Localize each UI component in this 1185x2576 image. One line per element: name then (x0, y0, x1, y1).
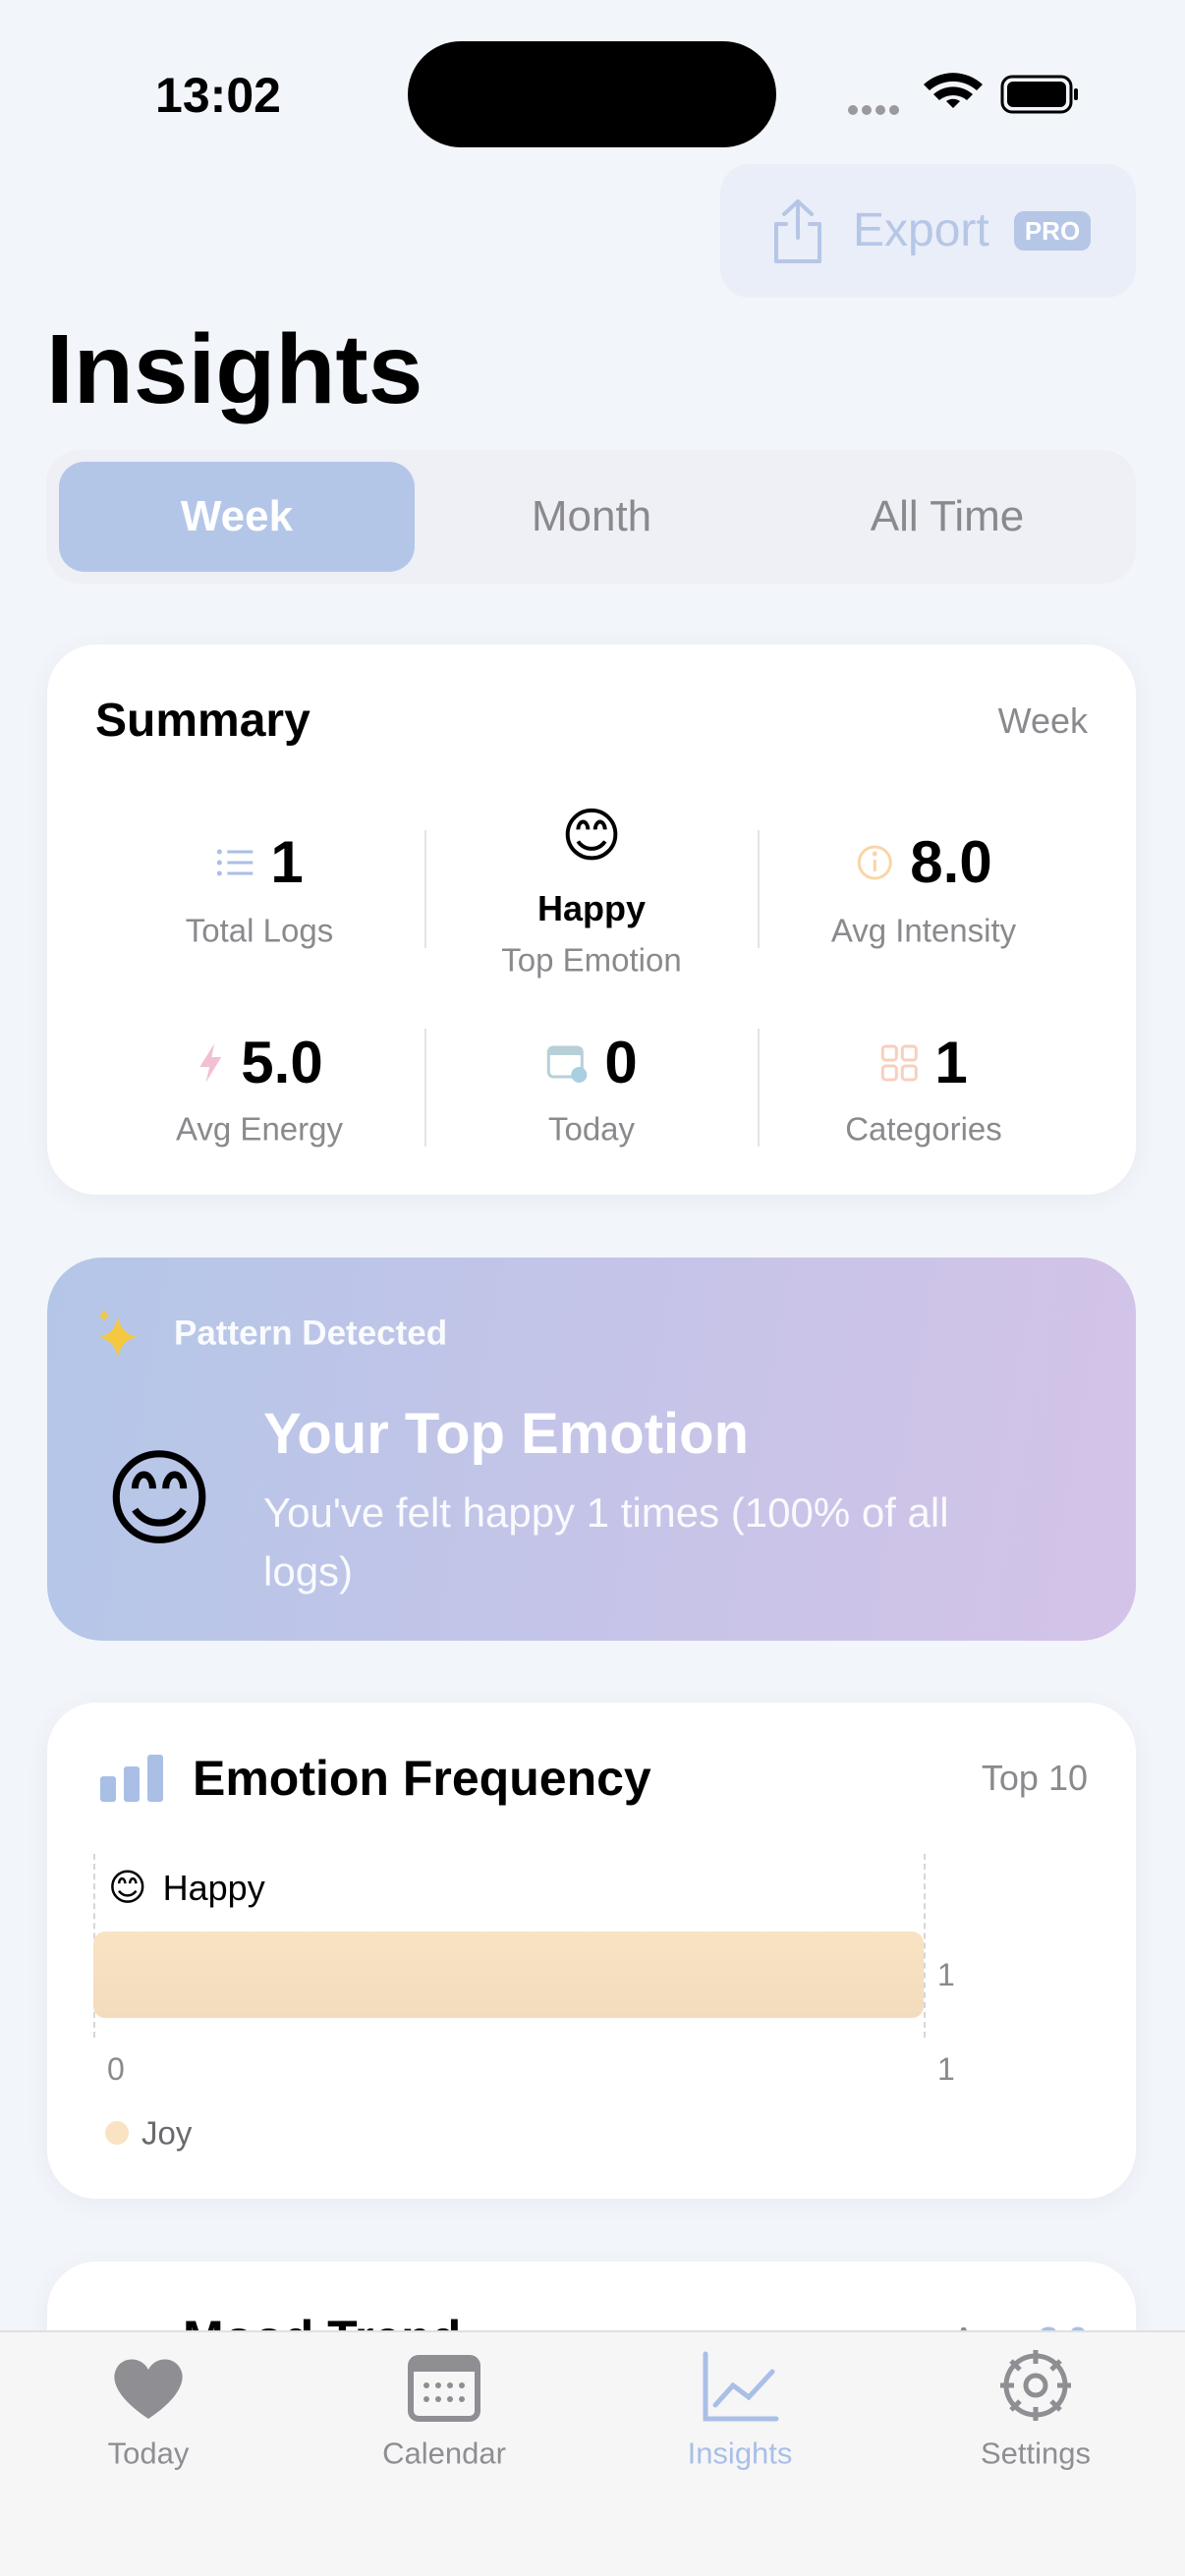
period-option[interactable]: All Time (870, 492, 1025, 540)
stat-value: Happy (536, 888, 647, 928)
period-option[interactable]: Month (531, 492, 652, 540)
tab-item[interactable]: Calendar (382, 2436, 506, 2471)
divider (424, 1029, 426, 1147)
legend-label: Joy (141, 2114, 193, 2152)
category-label: 😊 Happy (108, 1870, 265, 1907)
stat-icon (215, 846, 254, 879)
stat-icon (545, 1041, 589, 1085)
stat-value: 5.0 (241, 1030, 323, 1095)
pattern-emoji: 😊 (103, 1439, 215, 1558)
dynamic-island (408, 41, 776, 147)
grid-line (924, 1854, 926, 2038)
stat-value-group: 1 (879, 1030, 968, 1095)
category-emoji: 😊 (108, 1868, 147, 1909)
summary-title: Summary (95, 695, 310, 747)
stat-emoji: 😊 (560, 803, 623, 868)
value-label: 1 (937, 1957, 955, 1992)
pro-badge-bg (1014, 211, 1091, 251)
sparkle-icon (98, 1309, 138, 1358)
pro-badge: PRO (1024, 216, 1081, 246)
divider (758, 1029, 760, 1147)
x-tick-label: 0 (107, 2051, 125, 2087)
stat-label: Total Logs (185, 912, 334, 949)
export-label: Export (853, 204, 989, 256)
tab-bar (0, 2330, 1185, 2576)
divider (758, 830, 760, 948)
pattern-title: Your Top Emotion (263, 1402, 749, 1466)
page-title: Insights (46, 314, 423, 424)
stat-icon (879, 1043, 919, 1083)
stat-label: Avg Intensity (830, 912, 1017, 949)
pattern-text: You've felt happy 1 times (100% of all l… (263, 1489, 949, 1595)
period-option[interactable]: Week (180, 492, 294, 540)
frequency-scope: Top 10 (981, 1758, 1088, 1798)
bar (93, 1932, 924, 2018)
stat-value: 8.0 (910, 829, 992, 895)
bars-icon (100, 1755, 163, 1802)
pattern-kicker: Pattern Detected (174, 1314, 448, 1353)
calendar-icon (408, 2355, 480, 2422)
share-icon (774, 199, 821, 263)
summary-card (47, 644, 1136, 1195)
category-name: Happy (162, 1868, 265, 1908)
summary-period-text: Week (997, 700, 1088, 741)
insights-icon (703, 2351, 779, 2422)
frequency-title: Emotion Frequency (193, 1751, 651, 1806)
divider (424, 830, 426, 948)
stat-value: 1 (934, 1030, 968, 1095)
stat-value-group: 5.0 (196, 1030, 323, 1095)
period-selected-bg (59, 462, 415, 572)
legend-dot (105, 2121, 129, 2145)
status-icons (848, 73, 1078, 115)
today-icon (114, 2359, 183, 2419)
summary-period: Week (998, 703, 1088, 739)
stat-value-group: 0 (545, 1030, 638, 1095)
stat-value: 1 (270, 829, 304, 895)
stat-value-group: 8.0 (855, 829, 992, 895)
tab-item[interactable]: Insights (687, 2436, 793, 2471)
x-tick-label: 1 (937, 2051, 955, 2087)
tab-item[interactable]: Settings (980, 2436, 1092, 2471)
stat-label: Categories (845, 1110, 1002, 1148)
stat-label: Top Emotion (501, 941, 682, 979)
stat-label: Avg Energy (176, 1110, 343, 1148)
stat-icon (196, 1041, 225, 1085)
settings-icon (1000, 2350, 1071, 2421)
tab-icons (114, 2350, 1071, 2422)
stat-value-group: 1 (215, 829, 304, 895)
pattern-card (47, 1258, 1136, 1641)
tab-item[interactable]: Today (107, 2436, 190, 2471)
status-time: 13:02 (155, 68, 281, 123)
stat-icon (855, 843, 894, 882)
stat-label: Today (547, 1110, 636, 1148)
stat-value: 0 (604, 1030, 638, 1095)
